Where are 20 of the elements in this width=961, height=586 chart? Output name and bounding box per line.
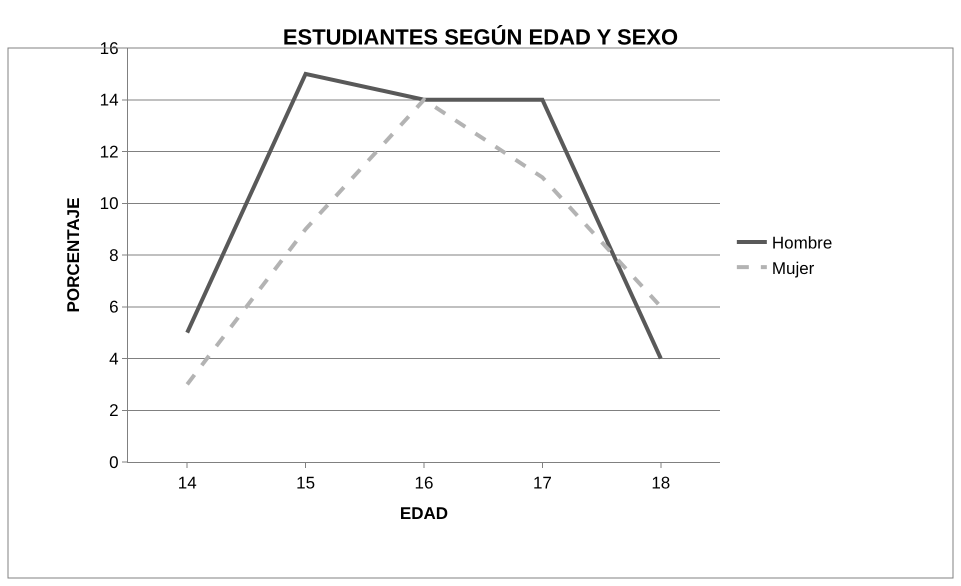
legend-label: Mujer <box>772 258 815 278</box>
y-tick-label: 0 <box>109 452 119 472</box>
x-tick-label: 15 <box>296 473 316 492</box>
y-axis-title: PORCENTAJE <box>64 198 84 312</box>
y-tick-label: 6 <box>109 298 119 317</box>
x-tick-label: 17 <box>532 473 552 492</box>
y-tick-label: 14 <box>100 90 119 110</box>
y-tick-label: 4 <box>109 349 119 368</box>
chart-title: ESTUDIANTES SEGÚN EDAD Y SEXO <box>282 24 678 50</box>
legend-label: Hombre <box>772 234 832 253</box>
y-tick-label: 2 <box>109 401 119 420</box>
x-tick-label: 14 <box>178 473 197 492</box>
x-axis-title: EDAD <box>400 504 448 523</box>
y-tick-label: 8 <box>109 246 119 265</box>
x-tick-label: 18 <box>651 473 670 492</box>
line-series <box>185 72 663 360</box>
line-series <box>185 98 663 386</box>
y-tick-label: 12 <box>100 142 119 162</box>
x-tick-label: 16 <box>414 473 434 492</box>
y-tick-label: 10 <box>100 194 119 214</box>
